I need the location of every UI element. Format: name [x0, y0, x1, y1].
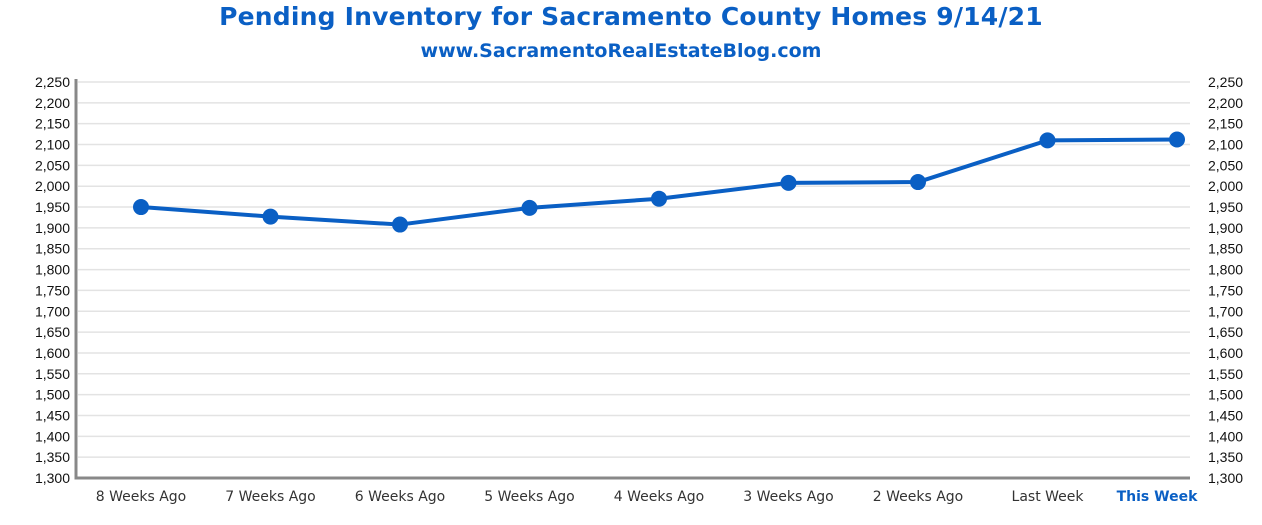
- y-tick-label-right: 2,100: [1208, 137, 1243, 153]
- data-point: [392, 216, 408, 233]
- y-tick-label-left: 1,750: [35, 282, 70, 298]
- y-tick-label-right: 2,150: [1208, 116, 1243, 132]
- x-tick-label: 6 Weeks Ago: [355, 489, 446, 505]
- y-tick-label-right: 1,300: [1208, 470, 1243, 486]
- y-tick-label-left: 2,100: [35, 137, 70, 153]
- x-tick-label: This Week: [1117, 489, 1198, 505]
- series-line: [140, 137, 1178, 227]
- y-tick-label-left: 1,400: [35, 428, 70, 444]
- y-tick-label-left: 2,150: [35, 116, 70, 132]
- y-tick-label-left: 1,600: [35, 345, 70, 361]
- y-tick-label-left: 1,700: [35, 303, 70, 319]
- x-axis-ticks: 8 Weeks Ago 7 Weeks Ago 6 Weeks Ago 5 Weeks…: [96, 489, 1198, 505]
- data-point: [780, 174, 797, 191]
- y-tick-label-right: 2,050: [1208, 157, 1243, 173]
- data-point: [1039, 132, 1056, 149]
- x-tick-label: 2 Weeks Ago: [873, 489, 964, 505]
- y-tick-label-left: 1,850: [35, 241, 70, 257]
- data-point: [651, 190, 667, 207]
- data-point: [133, 199, 149, 216]
- y-axis-right-ticks: 1,300 1,350 1,400 1,450 1,500 1,550 1,600 1,650…: [1208, 74, 1243, 486]
- y-tick-label-left: 1,350: [35, 449, 70, 465]
- y-tick-label-left: 1,300: [35, 470, 70, 486]
- y-tick-label-right: 1,400: [1208, 428, 1243, 444]
- y-tick-label-right: 1,350: [1208, 449, 1243, 465]
- y-tick-label-left: 2,200: [35, 95, 70, 111]
- chart-subtitle: www.SacramentoRealEstateBlog.com: [420, 40, 822, 62]
- x-tick-label: Last Week: [1012, 489, 1085, 505]
- x-tick-label: 7 Weeks Ago: [225, 489, 316, 505]
- data-point: [910, 174, 926, 191]
- y-tick-label-left: 2,000: [35, 178, 70, 194]
- y-tick-label-right: 1,850: [1208, 241, 1243, 257]
- y-tick-label-right: 1,650: [1208, 324, 1243, 340]
- y-tick-label-left: 1,800: [35, 262, 70, 278]
- y-tick-label-right: 1,750: [1208, 282, 1243, 298]
- y-tick-label-left: 1,900: [35, 220, 70, 236]
- x-tick-label: 4 Weeks Ago: [614, 489, 705, 505]
- x-tick-label: 5 Weeks Ago: [484, 489, 575, 505]
- x-tick-label: 3 Weeks Ago: [743, 489, 834, 505]
- y-tick-label-right: 2,200: [1208, 95, 1243, 111]
- y-tick-label-right: 1,450: [1208, 407, 1243, 423]
- y-tick-label-right: 1,900: [1208, 220, 1243, 236]
- y-tick-label-left: 2,250: [35, 74, 70, 90]
- y-tick-label-right: 1,500: [1208, 387, 1243, 403]
- axes: [74, 79, 1190, 480]
- y-tick-label-right: 2,250: [1208, 74, 1243, 90]
- y-tick-label-left: 1,650: [35, 324, 70, 340]
- x-tick-label: 8 Weeks Ago: [96, 489, 187, 505]
- data-point: [262, 208, 279, 225]
- y-axis-left-ticks: 1,300 1,350 1,400 1,450 1,500 1,550 1,600 1,650…: [35, 74, 70, 486]
- y-tick-label-right: 1,550: [1208, 366, 1243, 382]
- chart-title: Pending Inventory for Sacramento County …: [219, 2, 1043, 31]
- data-point: [521, 199, 538, 216]
- y-tick-label-left: 1,450: [35, 407, 70, 423]
- y-tick-label-right: 1,600: [1208, 345, 1243, 361]
- gridlines: [78, 81, 1190, 458]
- y-tick-label-left: 1,500: [35, 387, 70, 403]
- data-point: [1169, 131, 1185, 148]
- y-tick-label-right: 1,700: [1208, 303, 1243, 319]
- y-tick-label-left: 2,050: [35, 157, 70, 173]
- y-tick-label-right: 1,950: [1208, 199, 1243, 215]
- y-tick-label-right: 2,000: [1208, 178, 1243, 194]
- y-tick-label-right: 1,800: [1208, 262, 1243, 278]
- y-tick-label-left: 1,950: [35, 199, 70, 215]
- data-series: [133, 131, 1185, 233]
- y-tick-label-left: 1,550: [35, 366, 70, 382]
